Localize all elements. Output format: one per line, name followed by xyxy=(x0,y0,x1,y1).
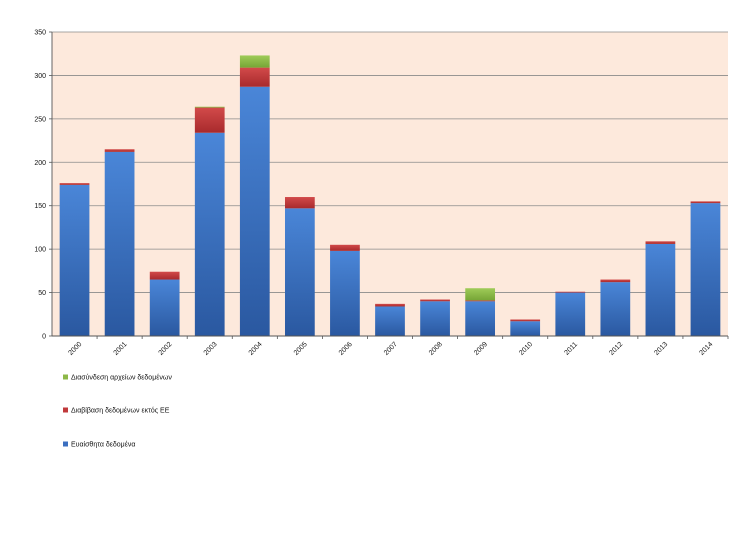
y-tick-label: 350 xyxy=(34,30,46,37)
x-tick-label: 2007 xyxy=(383,341,399,357)
bar-2011-series-2 xyxy=(555,291,586,293)
bar-2006-series-1 xyxy=(330,250,360,336)
x-tick-label: 2008 xyxy=(428,341,444,357)
y-tick-label: 250 xyxy=(34,116,46,123)
bar-2003-series-2 xyxy=(194,107,225,133)
bar-2008-series-1 xyxy=(420,301,450,336)
legend-swatch xyxy=(63,441,68,447)
bar-2008-series-2 xyxy=(420,299,450,302)
x-tick-label: 2000 xyxy=(67,341,83,357)
legend-item: Ευαίσθητα δεδομένα xyxy=(63,441,135,449)
bar-2002-series-2 xyxy=(149,271,180,280)
bar-2013-series-2 xyxy=(645,241,676,244)
y-tick-label: 100 xyxy=(34,247,46,254)
bar-2002-series-1 xyxy=(149,279,180,336)
bar-2000-series-1 xyxy=(59,184,90,336)
bar-2013-series-1 xyxy=(645,243,676,336)
bar-2005-series-1 xyxy=(284,208,315,336)
x-tick-label: 2009 xyxy=(473,341,489,357)
bar-2014-series-2 xyxy=(690,201,721,204)
x-tick-label: 2005 xyxy=(293,341,309,357)
bar-2003-series-3 xyxy=(194,106,225,108)
legend: Διασύνδεση αρχείων δεδομένων Διαβίβαση δε… xyxy=(63,374,172,449)
bar-2012-series-1 xyxy=(600,282,631,336)
legend-item: Διασύνδεση αρχείων δεδομένων xyxy=(63,374,172,382)
legend-label: Ευαίσθητα δεδομένα xyxy=(71,441,135,449)
bar-2010-series-2 xyxy=(510,319,541,322)
axes xyxy=(51,32,728,337)
bar-2011-series-1 xyxy=(555,292,586,336)
x-tick-label: 2006 xyxy=(338,341,354,357)
bar-2009-series-2 xyxy=(465,300,496,302)
x-tick-label: 2003 xyxy=(203,341,219,357)
bar-2010-series-1 xyxy=(510,321,541,336)
y-tick-label: 150 xyxy=(34,203,46,210)
bar-2014-series-1 xyxy=(690,203,721,336)
bar-2007-series-2 xyxy=(375,303,405,307)
bar-2012-series-2 xyxy=(600,279,631,283)
legend-label: Διασύνδεση αρχείων δεδομένων xyxy=(71,374,172,382)
bar-2006-series-2 xyxy=(330,244,360,251)
bar-2004-series-1 xyxy=(239,86,270,336)
y-tick-label: 0 xyxy=(42,334,46,341)
x-tick-label: 2001 xyxy=(113,341,129,357)
x-tick-label: 2011 xyxy=(563,341,579,357)
bars xyxy=(59,55,721,336)
x-tick-label: 2014 xyxy=(698,341,714,357)
bar-2009-series-3 xyxy=(465,288,496,301)
x-tick-label: 2002 xyxy=(158,341,174,357)
legend-label: Διαβίβαση δεδομένων εκτός ΕΕ xyxy=(71,407,170,415)
x-tick-label: 2012 xyxy=(608,341,624,357)
bar-2003-series-1 xyxy=(194,132,225,336)
legend-swatch xyxy=(63,407,68,413)
bar-2009-series-1 xyxy=(465,301,496,336)
bar-2004-series-2 xyxy=(239,67,270,87)
x-axis-ticks: 2000 2001 2002 2003 2004 2005 2006 2007 2008 2009… xyxy=(67,336,729,357)
bar-2007-series-1 xyxy=(375,306,405,336)
bar-2005-series-2 xyxy=(284,197,315,209)
y-tick-label: 50 xyxy=(38,290,46,297)
x-tick-label: 2010 xyxy=(518,341,534,357)
x-tick-label: 2013 xyxy=(653,341,669,357)
legend-swatch xyxy=(63,374,68,380)
y-axis-ticks: 0 50 100 150 200 250 300 350 xyxy=(34,30,52,341)
bar-2001-series-1 xyxy=(104,151,135,336)
legend-item: Διαβίβαση δεδομένων εκτός ΕΕ xyxy=(63,407,170,415)
x-tick-label: 2004 xyxy=(248,341,264,357)
bar-2000-series-2 xyxy=(59,183,90,185)
y-tick-label: 300 xyxy=(34,73,46,80)
bar-2001-series-2 xyxy=(104,149,135,152)
y-tick-label: 200 xyxy=(34,160,46,167)
bar-2004-series-3 xyxy=(239,55,270,68)
